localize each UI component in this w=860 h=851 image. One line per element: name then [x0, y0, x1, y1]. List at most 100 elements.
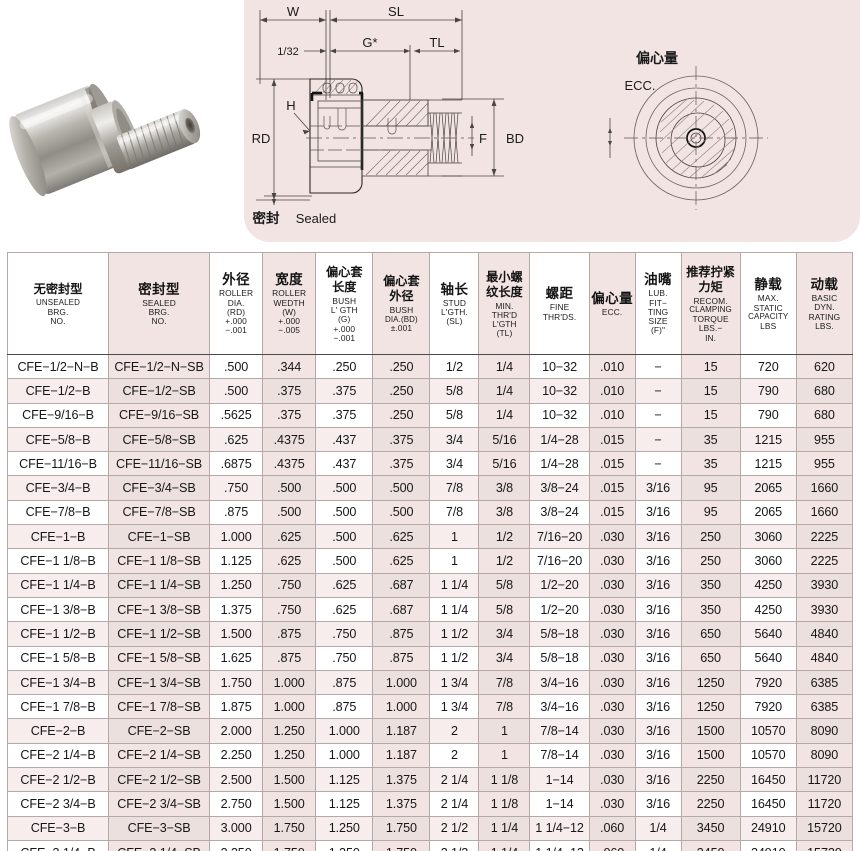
cell-value: 1/2 [478, 548, 531, 574]
cell-value: .375 [372, 426, 431, 453]
cell-value: 7920 [739, 694, 797, 720]
column-header-en-line: ROLLER [219, 288, 254, 299]
column-header-14: 动载 BASIC DYN. RATING LBS. [795, 252, 854, 355]
cell-value: 1.375 [372, 767, 431, 793]
cell-value: .875 [315, 694, 374, 720]
cell-value: .875 [209, 499, 264, 526]
cell-value: 1 1/4 [478, 839, 531, 851]
cell-value: 1.000 [315, 718, 374, 744]
cell-value: 5/8 [429, 378, 480, 404]
specification-table: 无密封型 UNSEALED BRG. NO. 密封型 SEALED BRG. NO. 外径 ROL… [6, 252, 854, 851]
column-header-en-line: THR'DS. [542, 311, 577, 322]
column-header-en-line: LBS [760, 320, 777, 331]
column-header-cn: 螺距 [545, 286, 574, 302]
column-header-en-line: DYN. [814, 302, 835, 313]
cell-value: 2 [429, 742, 480, 769]
cell-value: 1.500 [209, 621, 264, 647]
cell-value: 1/2−20 [529, 572, 590, 598]
cell-value: .750 [315, 645, 374, 671]
cell-value: 1.625 [209, 645, 264, 671]
cell-value: 7/16−20 [529, 548, 590, 574]
cell-value: .015 [588, 475, 636, 501]
cell-value: 1/4 [634, 839, 682, 851]
cell-value: 1/4 [478, 378, 531, 404]
column-header-en-line: FINE [549, 302, 570, 313]
table-row: CFE−1 1/8−B CFE−1 1/8−SB 1.125.625.500.625… [6, 548, 854, 574]
table-row: CFE−1 5/8−B CFE−1 5/8−SB 1.625.875.750.875… [6, 645, 854, 671]
column-header-1: 无密封型 UNSEALED BRG. NO. [6, 252, 110, 355]
cell-value: 3/4−16 [529, 669, 590, 696]
cell-value: 3/16 [634, 767, 682, 793]
cell-value: 250 [680, 548, 741, 574]
cell-unsealed-part-number: CFE−11/16−B [6, 451, 110, 477]
table-body: CFE−1/2−N−B CFE−1/2−N−SB .500.344.250.250 1… [6, 353, 854, 851]
cell-value: 7/8 [429, 475, 480, 501]
label-sealed-en: Sealed [296, 211, 336, 226]
cell-value: 3/4−16 [529, 694, 590, 720]
cell-value: 1.187 [372, 718, 431, 744]
cell-value: 1/4−28 [529, 426, 590, 453]
label-f: F [479, 131, 487, 146]
cell-value: 2225 [795, 524, 854, 550]
cell-value: 1.375 [209, 596, 264, 623]
column-header-11: 油嘴 LUB. FIT− TING SIZE (F)" [634, 252, 682, 355]
cell-value: .250 [372, 353, 431, 380]
cell-value: .437 [315, 426, 374, 453]
cell-value: 2 1/4 [429, 791, 480, 817]
cell-value: − [634, 426, 682, 453]
cell-unsealed-part-number: CFE−3−B [6, 815, 110, 841]
column-header-cn: 动载 [810, 277, 839, 293]
cell-value: 3/16 [634, 669, 682, 696]
cell-value: .500 [372, 499, 431, 526]
column-header-en-line: TORQUE [692, 314, 729, 325]
column-header-en-line: FIT− [649, 297, 667, 308]
cell-value: .030 [588, 694, 636, 720]
table-row: CFE−1 7/8−B CFE−1 7/8−SB 1.875 1.000.875 1.0… [6, 694, 854, 720]
cell-value: 1.750 [372, 815, 431, 841]
column-header-en-line: ROLLER [272, 288, 307, 299]
cell-value: 7/8 [429, 499, 480, 526]
cell-value: 1500 [680, 718, 741, 744]
cell-value: .500 [209, 378, 264, 404]
cell-value: 2065 [739, 475, 797, 501]
cell-value: 15 [680, 353, 741, 380]
cell-value: 1/4 [478, 402, 531, 428]
column-header-en-line: RECOM. [693, 296, 728, 307]
cell-value: .4375 [262, 451, 317, 477]
cell-value: 1250 [680, 694, 741, 720]
column-header-13: 静载 MAX. STATIC CAPACITY LBS [739, 252, 797, 355]
cell-sealed-part-number: CFE−3/4−SB [108, 475, 211, 501]
cell-value: 3/16 [634, 621, 682, 647]
cell-value: 95 [680, 499, 741, 526]
cell-sealed-part-number: CFE−7/8−SB [108, 499, 211, 526]
label-w: W [287, 4, 300, 19]
cell-value: 11720 [795, 791, 854, 817]
cell-value: 10−32 [529, 378, 590, 404]
cell-value: .375 [315, 378, 374, 404]
column-header-en-line: THR'D [491, 309, 518, 320]
cell-value: 680 [795, 402, 854, 428]
column-header-3: 外径 ROLLER DIA. (RD) +.000 −.001 [209, 252, 264, 355]
cell-value: 1.500 [262, 767, 317, 793]
cell-value: 5/8−18 [529, 645, 590, 671]
cell-value: 1.375 [372, 791, 431, 817]
cell-value: .500 [315, 524, 374, 550]
cell-sealed-part-number: CFE−1 3/4−SB [108, 669, 211, 696]
cell-value: .500 [262, 475, 317, 501]
cell-value: 1/2 [478, 524, 531, 550]
cell-value: .6875 [209, 451, 264, 477]
column-header-cn: 油嘴 [644, 272, 672, 288]
cell-value: 95 [680, 475, 741, 501]
cell-value: 1.000 [209, 524, 264, 550]
cell-unsealed-part-number: CFE−1/2−B [6, 378, 110, 404]
cell-value: 955 [795, 426, 854, 453]
cell-value: .250 [372, 402, 431, 428]
cell-value: 1.000 [315, 742, 374, 769]
cell-value: .015 [588, 426, 636, 453]
column-header-en-line: +.000 [333, 323, 356, 334]
cell-value: 16450 [739, 791, 797, 817]
cell-sealed-part-number: CFE−1/2−SB [108, 378, 211, 404]
cell-value: 1 1/4 [429, 572, 480, 598]
cell-value: 5640 [739, 645, 797, 671]
column-header-cn: 偏心套 长度 [325, 264, 363, 294]
